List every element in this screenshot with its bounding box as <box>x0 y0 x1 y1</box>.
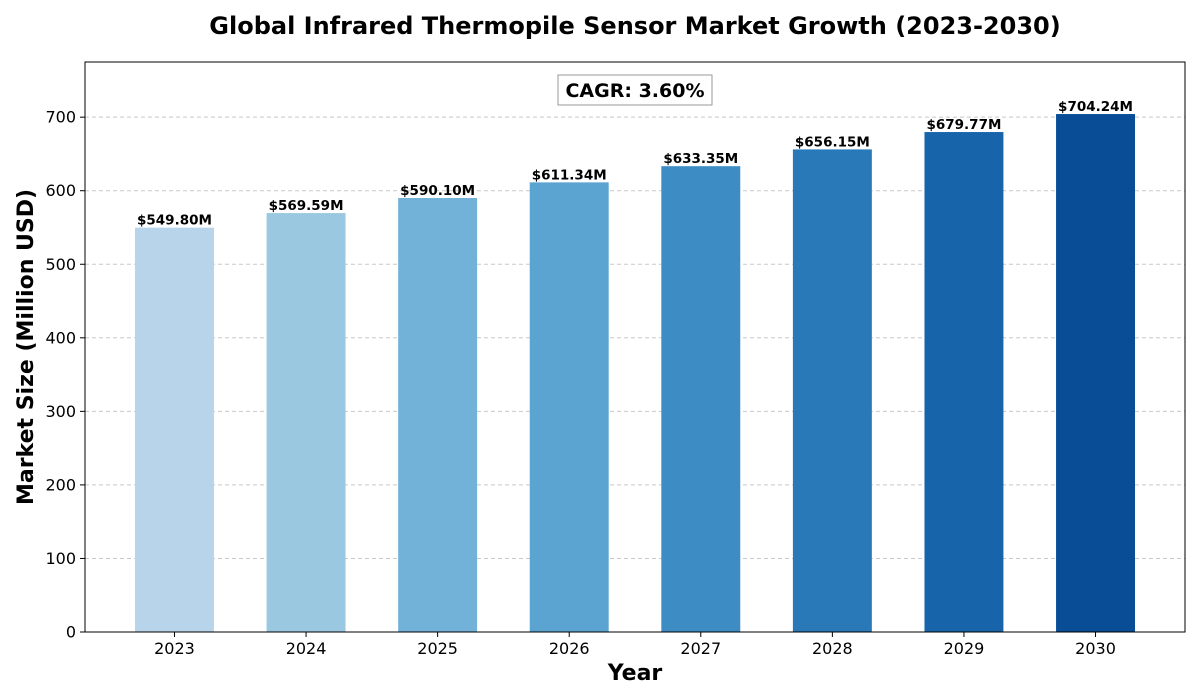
data-labels: $549.80M $569.59M $590.10M $611.34M $633.35M… <box>137 99 1133 229</box>
y-tick-label: 200 <box>45 475 76 494</box>
y-axis-label: Market Size (Million USD) <box>14 189 39 505</box>
bar-2027 <box>661 166 741 633</box>
x-tick-label-2030: 2030 <box>1075 639 1116 658</box>
bar-2030 <box>1056 114 1135 632</box>
annotation-text: CAGR: 3.60% <box>565 80 704 102</box>
x-tick-label-2024: 2024 <box>286 639 327 658</box>
bars <box>135 114 1135 633</box>
x-axis: 2023 2024 2025 2026 2027 2028 2029 2030 <box>154 632 1116 658</box>
x-tick-label-2027: 2027 <box>680 639 721 658</box>
x-axis-label: Year <box>607 661 663 686</box>
data-label-2028: $656.15M <box>795 134 870 150</box>
x-tick-label-2028: 2028 <box>812 639 853 658</box>
x-tick-label-2025: 2025 <box>417 639 458 658</box>
data-label-2025: $590.10M <box>400 183 475 199</box>
chart-title: Global Infrared Thermopile Sensor Market… <box>209 12 1060 40</box>
y-tick-label: 400 <box>45 328 76 347</box>
cagr-annotation: CAGR: 3.60% <box>557 74 713 106</box>
bar-2024 <box>266 213 346 632</box>
y-tick-label: 0 <box>66 623 76 642</box>
data-label-2024: $569.59M <box>269 198 344 214</box>
x-tick-label-2029: 2029 <box>944 639 985 658</box>
data-label-2027: $633.35M <box>663 151 738 167</box>
data-label-2026: $611.34M <box>532 167 607 183</box>
plot-frame <box>84 61 1186 633</box>
bar-2029 <box>924 132 1004 632</box>
y-tick-label: 500 <box>45 255 76 274</box>
annotation-box <box>557 74 713 106</box>
bar-2023 <box>135 227 214 632</box>
grid-lines <box>85 116 1185 559</box>
data-label-2023: $549.80M <box>137 213 212 229</box>
x-tick-label-2026: 2026 <box>549 639 590 658</box>
y-tick-label: 300 <box>45 402 76 421</box>
bar-2026 <box>529 182 609 632</box>
x-tick-label-2023: 2023 <box>154 639 195 658</box>
y-axis: 0 100 200 300 400 500 600 700 <box>45 108 85 642</box>
bar-2025 <box>398 197 478 632</box>
y-tick-label: 100 <box>45 549 76 568</box>
bar-2028 <box>792 149 872 632</box>
y-tick-label: 600 <box>45 181 76 200</box>
data-label-2030: $704.24M <box>1058 99 1133 115</box>
y-tick-label: 700 <box>45 108 76 127</box>
data-label-2029: $679.77M <box>926 117 1001 133</box>
